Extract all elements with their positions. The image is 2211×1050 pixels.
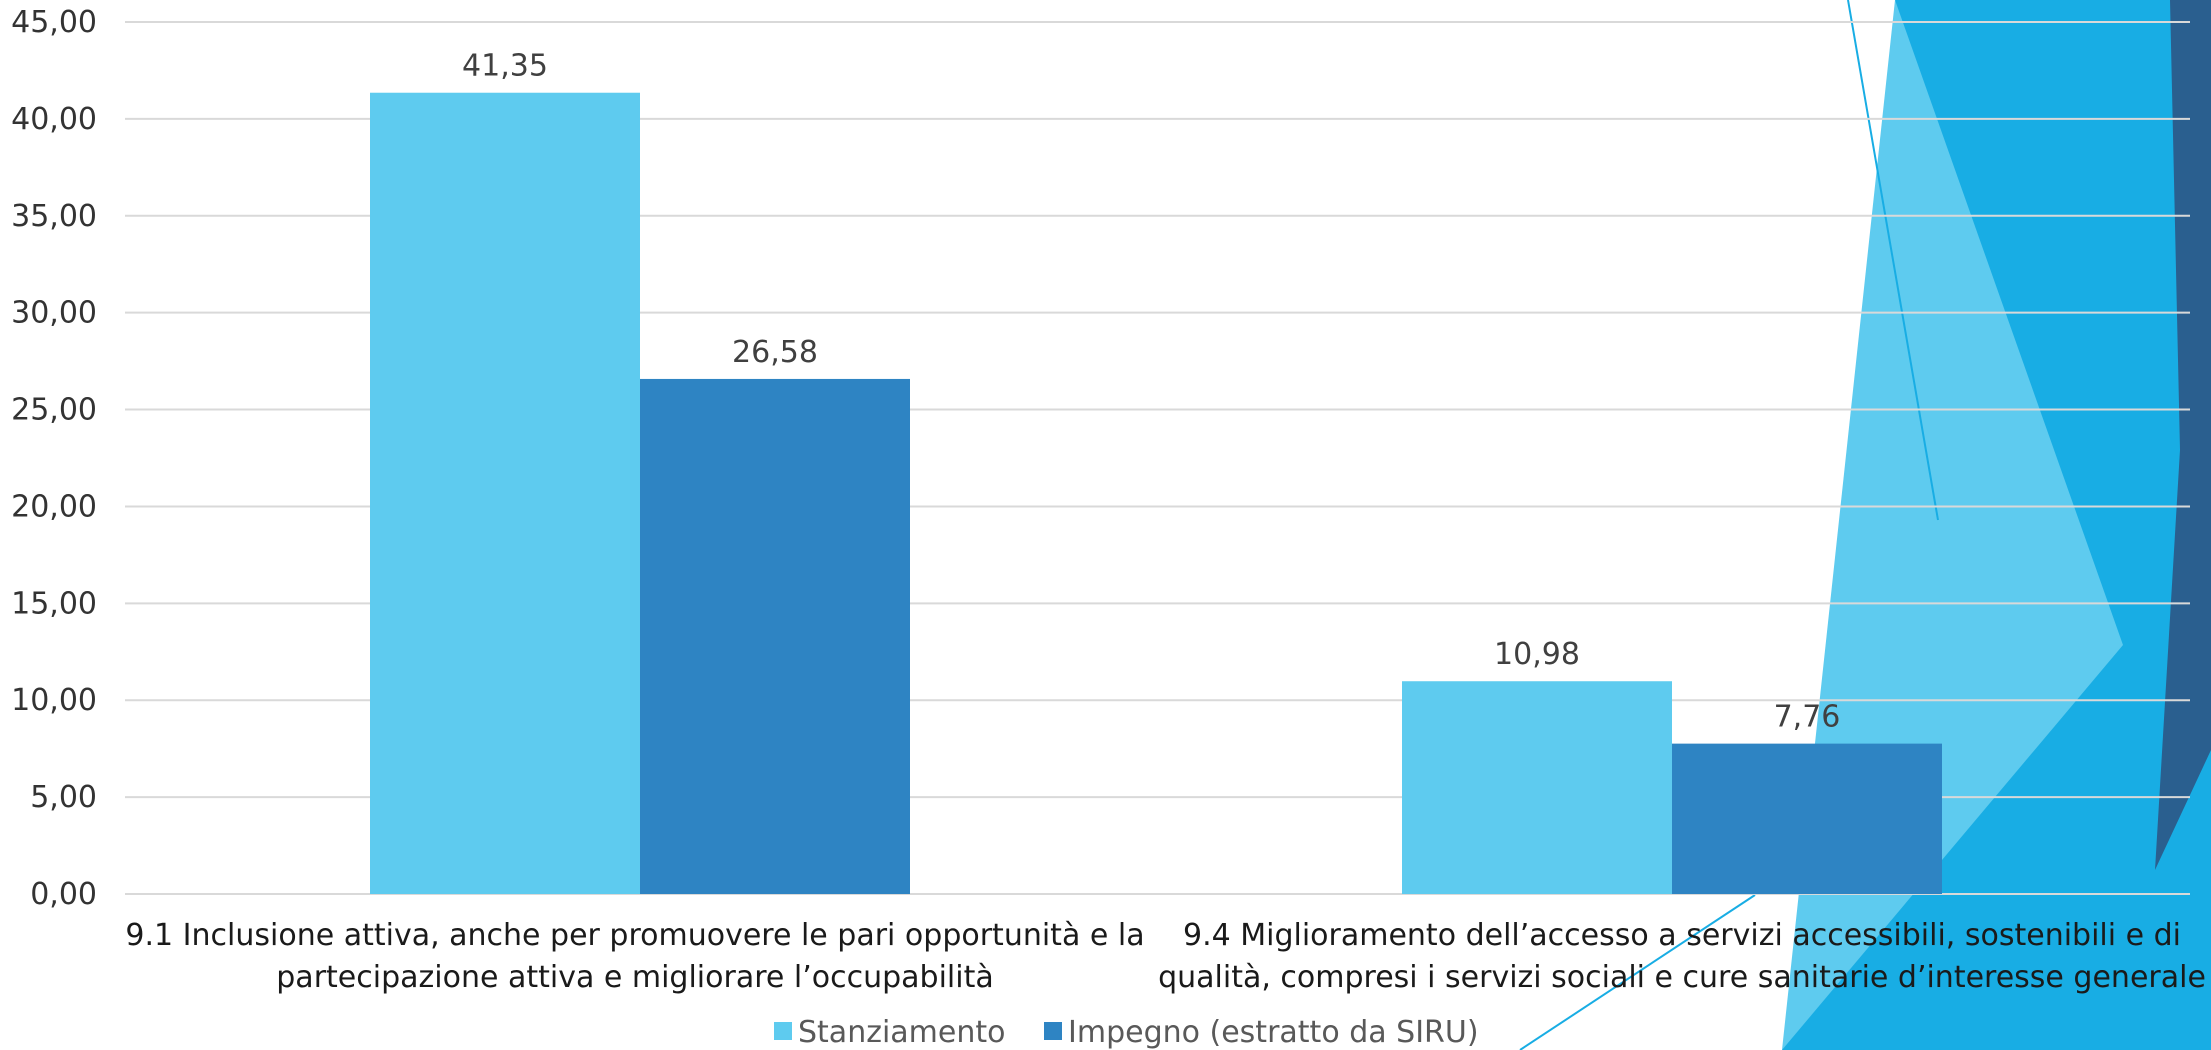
deco-thin-line — [1847, 0, 1939, 521]
legend-swatch — [1044, 1022, 1062, 1040]
legend-label: Stanziamento — [798, 1015, 1005, 1050]
data-label: 7,76 — [1774, 700, 1841, 735]
bar-impegno — [640, 378, 910, 894]
y-tick-label: 5,00 — [30, 780, 97, 815]
bars — [370, 92, 1942, 895]
deco-thin-line — [1519, 894, 1756, 1050]
category-label: qualità, compresi i servizi sociali e cu… — [1158, 960, 2206, 995]
x-axis: 9.1 Inclusione attiva, anche per promuov… — [125, 918, 2206, 995]
y-tick-label: 45,00 — [11, 5, 97, 40]
y-axis: 0,00 5,00 10,00 15,00 20,00 25,00 30,00 35,00 40… — [11, 5, 97, 912]
bar-stanziamento — [1402, 681, 1672, 894]
y-tick-label: 15,00 — [11, 586, 97, 621]
y-tick-label: 40,00 — [11, 102, 97, 137]
y-tick-label: 20,00 — [11, 489, 97, 524]
data-label: 10,98 — [1494, 637, 1580, 672]
data-label: 26,58 — [732, 335, 818, 370]
y-tick-label: 35,00 — [11, 199, 97, 234]
legend: Stanziamento Impegno (estratto da SIRU) — [774, 1015, 1479, 1050]
data-label: 41,35 — [462, 49, 548, 84]
bar-impegno — [1672, 743, 1942, 894]
deco-dark-edge — [2155, 0, 2211, 870]
y-tick-label: 30,00 — [11, 296, 97, 331]
category-label: partecipazione attiva e migliorare l’occ… — [276, 960, 993, 995]
y-tick-label: 0,00 — [30, 877, 97, 912]
y-tick-label: 25,00 — [11, 393, 97, 428]
category-label: 9.1 Inclusione attiva, anche per promuov… — [125, 918, 1144, 953]
bar-stanziamento — [370, 92, 640, 895]
y-tick-label: 10,00 — [11, 683, 97, 718]
data-labels: 41,35 10,98 26,58 7,76 — [462, 49, 1840, 735]
legend-label: Impegno (estratto da SIRU) — [1068, 1015, 1479, 1050]
legend-swatch — [774, 1022, 792, 1040]
category-label: 9.4 Miglioramento dell’accesso a servizi… — [1183, 918, 2181, 953]
